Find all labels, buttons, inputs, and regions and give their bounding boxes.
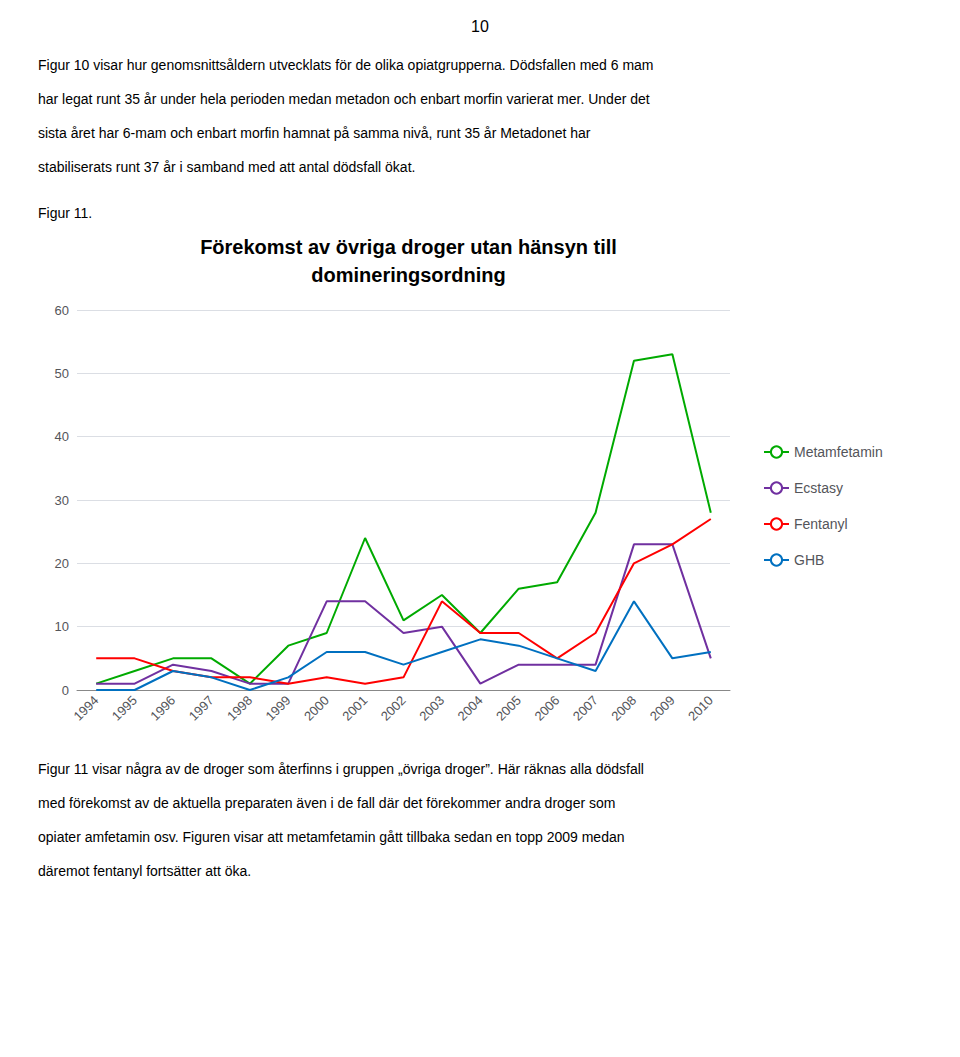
svg-text:2002: 2002 <box>378 693 409 724</box>
svg-text:2003: 2003 <box>416 693 447 724</box>
svg-text:Ecstasy: Ecstasy <box>794 480 843 496</box>
svg-text:0: 0 <box>62 683 69 698</box>
svg-text:2008: 2008 <box>608 693 639 724</box>
svg-text:Metamfetamin: Metamfetamin <box>794 444 883 460</box>
svg-text:10: 10 <box>471 18 489 35</box>
svg-text:2006: 2006 <box>531 693 562 724</box>
svg-text:2009: 2009 <box>647 693 678 724</box>
svg-text:2007: 2007 <box>570 693 601 724</box>
svg-text:20: 20 <box>55 556 69 571</box>
svg-text:2005: 2005 <box>493 693 524 724</box>
svg-text:Figur 11 visar några av de dro: Figur 11 visar några av de droger som åt… <box>38 761 644 777</box>
svg-text:med förekomst av de aktuella p: med förekomst av de aktuella preparaten … <box>38 795 615 811</box>
svg-text:däremot fentanyl fortsätter at: däremot fentanyl fortsätter att öka. <box>38 863 251 879</box>
svg-text:1997: 1997 <box>186 693 217 724</box>
svg-text:opiater amfetamin osv. Figuren: opiater amfetamin osv. Figuren visar att… <box>38 829 625 845</box>
svg-text:30: 30 <box>55 493 69 508</box>
svg-text:stabiliserats runt 37 år i sam: stabiliserats runt 37 år i samband med a… <box>38 159 415 175</box>
svg-text:2001: 2001 <box>339 693 370 724</box>
svg-text:sista året har 6-mam och enbar: sista året har 6-mam och enbart morfin h… <box>38 125 591 141</box>
svg-text:2004: 2004 <box>455 693 486 724</box>
svg-text:60: 60 <box>55 303 69 318</box>
svg-text:Figur 10 visar hur genomsnitts: Figur 10 visar hur genomsnittsåldern utv… <box>38 57 654 73</box>
svg-text:domineringsordning: domineringsordning <box>311 264 505 286</box>
svg-text:2010: 2010 <box>685 693 716 724</box>
svg-text:Figur 11.: Figur 11. <box>38 205 92 221</box>
svg-text:1998: 1998 <box>224 693 255 724</box>
svg-text:har legat runt 35 år under hel: har legat runt 35 år under hela perioden… <box>38 91 650 107</box>
svg-text:1999: 1999 <box>263 693 294 724</box>
svg-text:1995: 1995 <box>109 693 140 724</box>
svg-text:2000: 2000 <box>301 693 332 724</box>
svg-text:1994: 1994 <box>70 693 101 724</box>
svg-text:GHB: GHB <box>794 552 824 568</box>
svg-text:50: 50 <box>55 366 69 381</box>
svg-text:1996: 1996 <box>147 693 178 724</box>
svg-text:Förekomst av övriga droger uta: Förekomst av övriga droger utan hänsyn t… <box>200 236 617 258</box>
svg-text:10: 10 <box>55 619 69 634</box>
svg-text:Fentanyl: Fentanyl <box>794 516 848 532</box>
svg-text:40: 40 <box>55 429 69 444</box>
